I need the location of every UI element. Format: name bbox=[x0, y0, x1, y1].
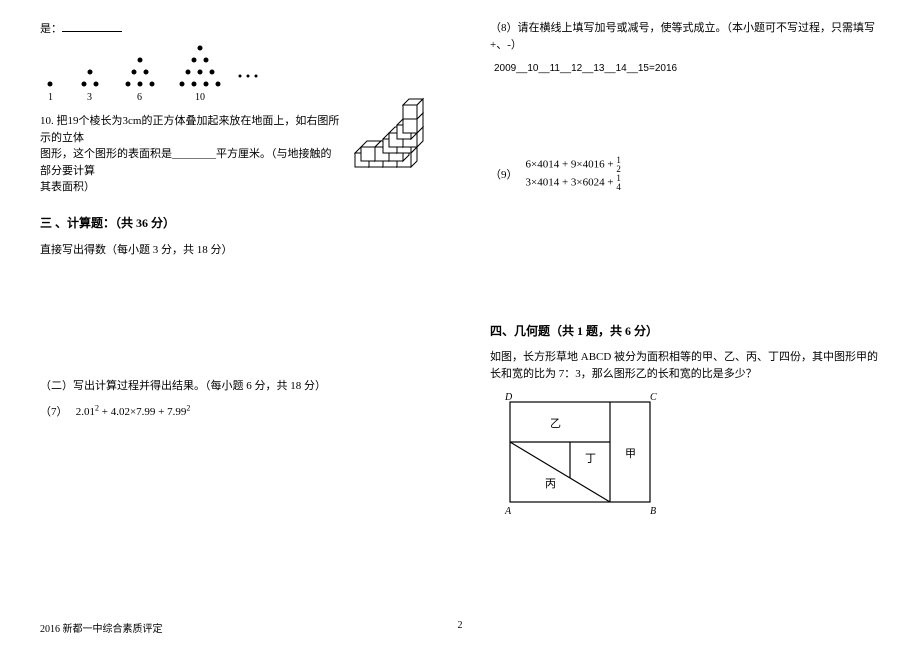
q7-label: （7） bbox=[40, 406, 68, 418]
dot-label-1: 1 bbox=[48, 92, 53, 103]
q8-equation: 2009__10__11__12__13__14__15=2016 bbox=[494, 61, 880, 76]
dot-label-6: 6 bbox=[137, 92, 142, 103]
q10-text: 10. 把19个棱长为3cm的正方体叠加起来放在地面上，如右图所示的立体 图形，… bbox=[40, 113, 340, 196]
page-number: 2 bbox=[458, 620, 463, 631]
part-2-heading: （二）写出计算过程并得出结果。（每小题 6 分，共 18 分） bbox=[40, 377, 430, 393]
q9-fraction: 6×4014 + 9×4016 + 12 3×4014 + 3×6024 + 1… bbox=[522, 156, 625, 192]
q9-label: （9） bbox=[490, 166, 518, 182]
answer-blank bbox=[62, 22, 122, 32]
label-ding: 丁 bbox=[585, 453, 596, 465]
q7-expression: 2.012 + 4.02×7.99 + 7.992 bbox=[76, 406, 191, 418]
question-10: 10. 把19个棱长为3cm的正方体叠加起来放在地面上，如右图所示的立体 图形，… bbox=[40, 113, 430, 196]
section-4-heading: 四、几何题（共 1 题，共 6 分） bbox=[490, 322, 880, 339]
label-C: C bbox=[650, 392, 657, 403]
right-column: （8）请在横线上填写加号或减号，使等式成立。（本小题可不写过程，只需填写+、-）… bbox=[490, 20, 880, 630]
dot-label-3: 3 bbox=[87, 92, 92, 103]
cube-svg bbox=[350, 93, 440, 178]
q9-numerator: 6×4014 + 9×4016 + 12 bbox=[522, 156, 625, 174]
label-jia: 甲 bbox=[625, 448, 636, 460]
left-column: 是： bbox=[40, 20, 430, 630]
geometry-question-text: 如图，长方形草地 ABCD 被分为面积相等的甲、乙、丙、丁四份，其中图形甲的长和… bbox=[490, 349, 880, 382]
page-footer: 2016 新都一中综合素质评定 2 bbox=[40, 620, 880, 635]
dots-svg: 1 3 6 10 bbox=[40, 44, 290, 104]
q8-text: （8）请在横线上填写加号或减号，使等式成立。（本小题可不写过程，只需填写+、-） bbox=[490, 22, 875, 51]
question-8: （8）请在横线上填写加号或减号，使等式成立。（本小题可不写过程，只需填写+、-）… bbox=[490, 20, 880, 76]
label-yi: 乙 bbox=[550, 417, 561, 430]
label-B: B bbox=[650, 506, 656, 517]
label-D: D bbox=[504, 392, 513, 403]
question-9: （9） 6×4014 + 9×4016 + 12 3×4014 + 3×6024… bbox=[490, 156, 880, 192]
geometry-figure: D C A B 乙 丁 甲 丙 bbox=[490, 392, 880, 525]
question-7: （7） 2.012 + 4.02×7.99 + 7.992 bbox=[40, 403, 430, 419]
label-A: A bbox=[504, 506, 512, 517]
answer-line: 是： bbox=[40, 20, 430, 36]
cube-stack-figure bbox=[350, 93, 440, 184]
q9-denominator: 3×4014 + 3×6024 + 14 bbox=[522, 174, 625, 192]
dot-label-10: 10 bbox=[195, 92, 205, 103]
answer-prefix: 是： bbox=[40, 23, 62, 35]
section-3-heading: 三 、计算题：（共 36 分） bbox=[40, 214, 430, 231]
section-3-sub: 直接写出得数（每小题 3 分，共 18 分） bbox=[40, 241, 430, 257]
label-bing: 丙 bbox=[545, 478, 556, 490]
geo-svg: D C A B 乙 丁 甲 丙 bbox=[490, 392, 670, 522]
footer-left: 2016 新都一中综合素质评定 bbox=[40, 620, 163, 635]
